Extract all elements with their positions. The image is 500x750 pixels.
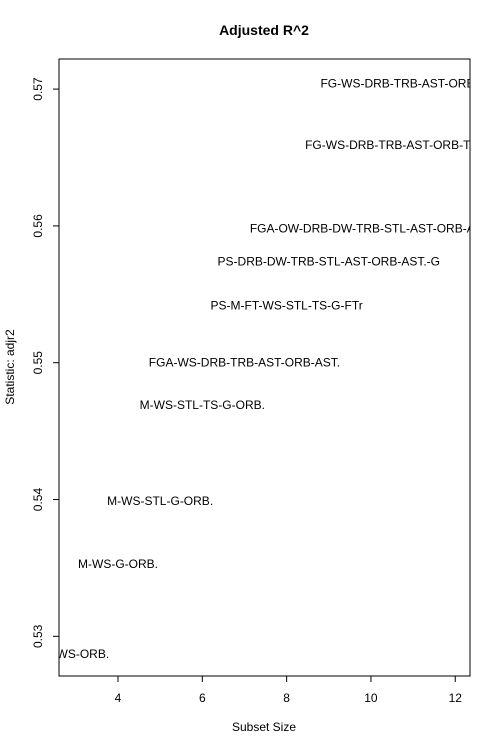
y-tick-label: 0.53	[31, 624, 45, 648]
x-tick-label: 4	[115, 691, 122, 705]
point-labels: M-WS-ORB. M-WS-G-ORB. M-WS-STL-G-ORB. M-WS-…	[43, 77, 500, 661]
x-tick-label: 8	[283, 691, 290, 705]
x-tick-label: 6	[199, 691, 206, 705]
point-label: M-WS-ORB.	[43, 647, 110, 661]
y-axis: 0.53 0.54 0.55 0.56 0.57	[31, 77, 59, 648]
point-label: FGA-OW-DRB-DW-TRB-STL-AST-ORB-AST.	[250, 222, 492, 236]
y-axis-label: Statistic: adjr2	[3, 329, 17, 405]
x-tick-label: 10	[364, 691, 378, 705]
point-label: FG-WS-DRB-TRB-AST-ORB-TS-AST.-G-e-FTr-FT…	[320, 77, 500, 91]
y-tick-label: 0.54	[31, 488, 45, 512]
y-tick-label: 0.55	[31, 351, 45, 375]
x-axis: 4 6 8 10 12	[115, 676, 463, 705]
point-label: M-WS-G-ORB.	[78, 557, 158, 571]
chart-title: Adjusted R^2	[219, 22, 309, 38]
y-tick-label: 0.56	[31, 214, 45, 238]
y-tick-label: 0.57	[31, 77, 45, 101]
x-axis-label: Subset Size	[232, 720, 296, 734]
point-label: FGA-WS-DRB-TRB-AST-ORB-AST.	[149, 356, 340, 370]
point-label: M-WS-STL-G-ORB.	[107, 494, 213, 508]
point-label: FG-WS-DRB-TRB-AST-ORB-TS-AST.-G	[305, 138, 500, 152]
point-label: PS-M-FT-WS-STL-TS-G-FTr	[211, 298, 363, 312]
point-label: M-WS-STL-TS-G-ORB.	[140, 398, 265, 412]
point-label: PS-DRB-DW-TRB-STL-AST-ORB-AST.-G	[218, 254, 440, 268]
x-tick-label: 12	[449, 691, 463, 705]
